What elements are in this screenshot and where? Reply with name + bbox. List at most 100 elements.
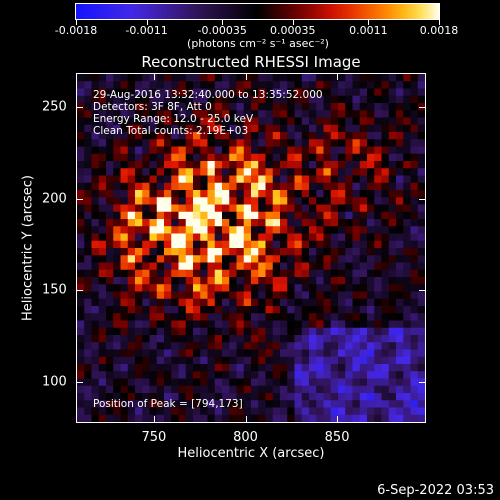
heatmap-pixel	[294, 255, 303, 264]
heatmap-pixel	[301, 95, 310, 104]
heatmap-pixel	[207, 356, 216, 365]
heatmap-pixel	[352, 371, 361, 380]
heatmap-pixel	[388, 371, 397, 380]
heatmap-pixel	[149, 110, 158, 119]
heatmap-pixel	[323, 371, 332, 380]
heatmap-pixel	[338, 385, 346, 394]
heatmap-pixel	[113, 327, 122, 336]
heatmap-pixel	[403, 262, 412, 271]
heatmap-pixel	[149, 219, 158, 227]
heatmap-pixel	[258, 124, 267, 133]
heatmap-pixel	[149, 204, 158, 213]
heatmap-pixel	[120, 182, 129, 191]
heatmap-pixel	[323, 190, 332, 198]
heatmap-pixel	[309, 400, 317, 409]
heatmap-pixel	[272, 277, 281, 285]
heatmap-pixel	[294, 117, 303, 126]
heatmap-pixel	[214, 110, 223, 119]
heatmap-pixel	[403, 190, 412, 198]
heatmap-pixel	[120, 284, 129, 293]
heatmap-pixel	[135, 117, 143, 126]
heatmap-pixel	[367, 117, 375, 126]
heatmap-pixel	[367, 219, 375, 227]
heatmap-pixel	[142, 146, 151, 155]
heatmap-pixel	[301, 190, 310, 198]
heatmap-pixel	[178, 306, 187, 314]
heatmap-pixel	[396, 414, 404, 422]
heatmap-pixel	[316, 103, 325, 111]
heatmap-pixel	[301, 197, 310, 206]
heatmap-pixel	[193, 182, 201, 191]
heatmap-pixel	[388, 364, 397, 372]
heatmap-pixel	[287, 168, 296, 177]
heatmap-pixel	[142, 168, 151, 177]
heatmap-pixel	[171, 95, 180, 104]
heatmap-pixel	[272, 233, 281, 242]
heatmap-pixel	[388, 414, 397, 422]
heatmap-pixel	[77, 124, 85, 133]
heatmap-pixel	[301, 407, 310, 416]
colorbar-tick	[439, 20, 440, 25]
heatmap-pixel	[229, 110, 238, 119]
heatmap-pixel	[229, 204, 238, 213]
heatmap-pixel	[229, 342, 238, 351]
heatmap-pixel	[156, 342, 165, 351]
heatmap-pixel	[135, 335, 143, 343]
heatmap-pixel	[374, 393, 383, 401]
heatmap-pixel	[316, 233, 325, 242]
heatmap-pixel	[359, 378, 368, 387]
heatmap-pixel	[280, 161, 288, 169]
heatmap-pixel	[309, 255, 317, 264]
heatmap-pixel	[417, 255, 425, 264]
heatmap-pixel	[142, 298, 151, 307]
heatmap-pixel	[149, 284, 158, 293]
heatmap-pixel	[98, 313, 107, 322]
heatmap-pixel	[142, 161, 151, 169]
heatmap-pixel	[396, 342, 404, 351]
heatmap-pixel	[367, 407, 375, 416]
heatmap-pixel	[106, 175, 114, 184]
heatmap-pixel	[127, 146, 136, 155]
heatmap-pixel	[164, 349, 172, 358]
heatmap-pixel	[156, 335, 165, 343]
heatmap-pixel	[410, 248, 419, 256]
heatmap-pixel	[113, 132, 122, 140]
heatmap-pixel	[396, 356, 404, 365]
heatmap-pixel	[77, 240, 85, 249]
heatmap-pixel	[142, 110, 151, 119]
heatmap-pixel	[91, 284, 100, 293]
heatmap-pixel	[338, 298, 346, 307]
heatmap-pixel	[251, 262, 259, 271]
heatmap-pixel	[98, 211, 107, 220]
heatmap-pixel	[113, 182, 122, 191]
heatmap-pixel	[410, 385, 419, 394]
heatmap-pixel	[91, 124, 100, 133]
heatmap-pixel	[113, 226, 122, 235]
heatmap-pixel	[338, 197, 346, 206]
heatmap-pixel	[214, 320, 223, 329]
heatmap-pixel	[410, 335, 419, 343]
heatmap-pixel	[171, 161, 180, 169]
heatmap-pixel	[222, 364, 230, 372]
heatmap-pixel	[98, 153, 107, 162]
heatmap-pixel	[359, 139, 368, 148]
heatmap-pixel	[113, 161, 122, 169]
heatmap-pixel	[388, 204, 397, 213]
heatmap-pixel	[135, 74, 143, 82]
heatmap-pixel	[345, 204, 354, 213]
heatmap-pixel	[374, 88, 383, 97]
heatmap-pixel	[193, 407, 201, 416]
heatmap-pixel	[403, 233, 412, 242]
heatmap-pixel	[251, 269, 259, 278]
heatmap-pixel	[417, 190, 425, 198]
heatmap-pixel	[135, 407, 143, 416]
heatmap-pixel	[345, 414, 354, 422]
heatmap-pixel	[272, 298, 281, 307]
heatmap-pixel	[301, 298, 310, 307]
heatmap-pixel	[113, 313, 122, 322]
heatmap-pixel	[243, 204, 252, 213]
heatmap-pixel	[280, 117, 288, 126]
heatmap-pixel	[236, 306, 245, 314]
heatmap-pixel	[98, 378, 107, 387]
heatmap-pixel	[164, 255, 172, 264]
